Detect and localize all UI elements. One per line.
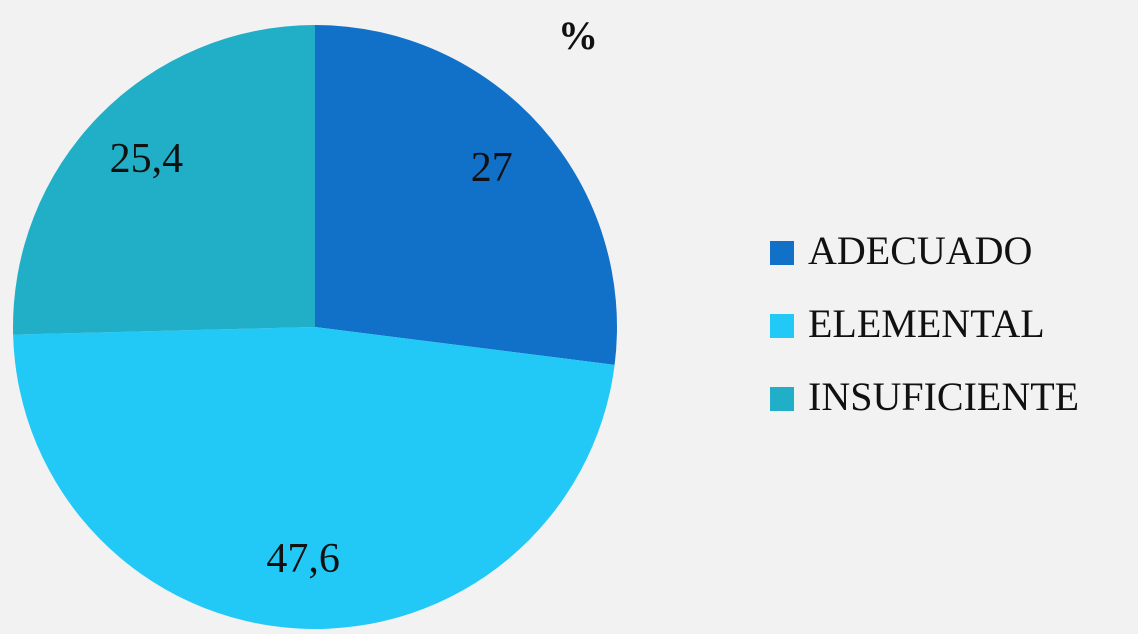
legend-swatch <box>770 314 794 338</box>
chart-title: % <box>558 13 598 58</box>
pie-slice <box>12 25 315 335</box>
legend-label: INSUFICIENTE <box>808 374 1079 419</box>
data-label: 27 <box>471 145 513 191</box>
data-label: 25,4 <box>110 136 184 182</box>
pie <box>12 25 617 629</box>
data-label: 47,6 <box>266 536 340 582</box>
pie-slice <box>13 327 615 629</box>
legend-label: ADECUADO <box>808 228 1032 273</box>
pie-slice <box>315 25 617 365</box>
legend-swatch <box>770 241 794 265</box>
legend-label: ELEMENTAL <box>808 301 1045 346</box>
legend-swatch <box>770 387 794 411</box>
